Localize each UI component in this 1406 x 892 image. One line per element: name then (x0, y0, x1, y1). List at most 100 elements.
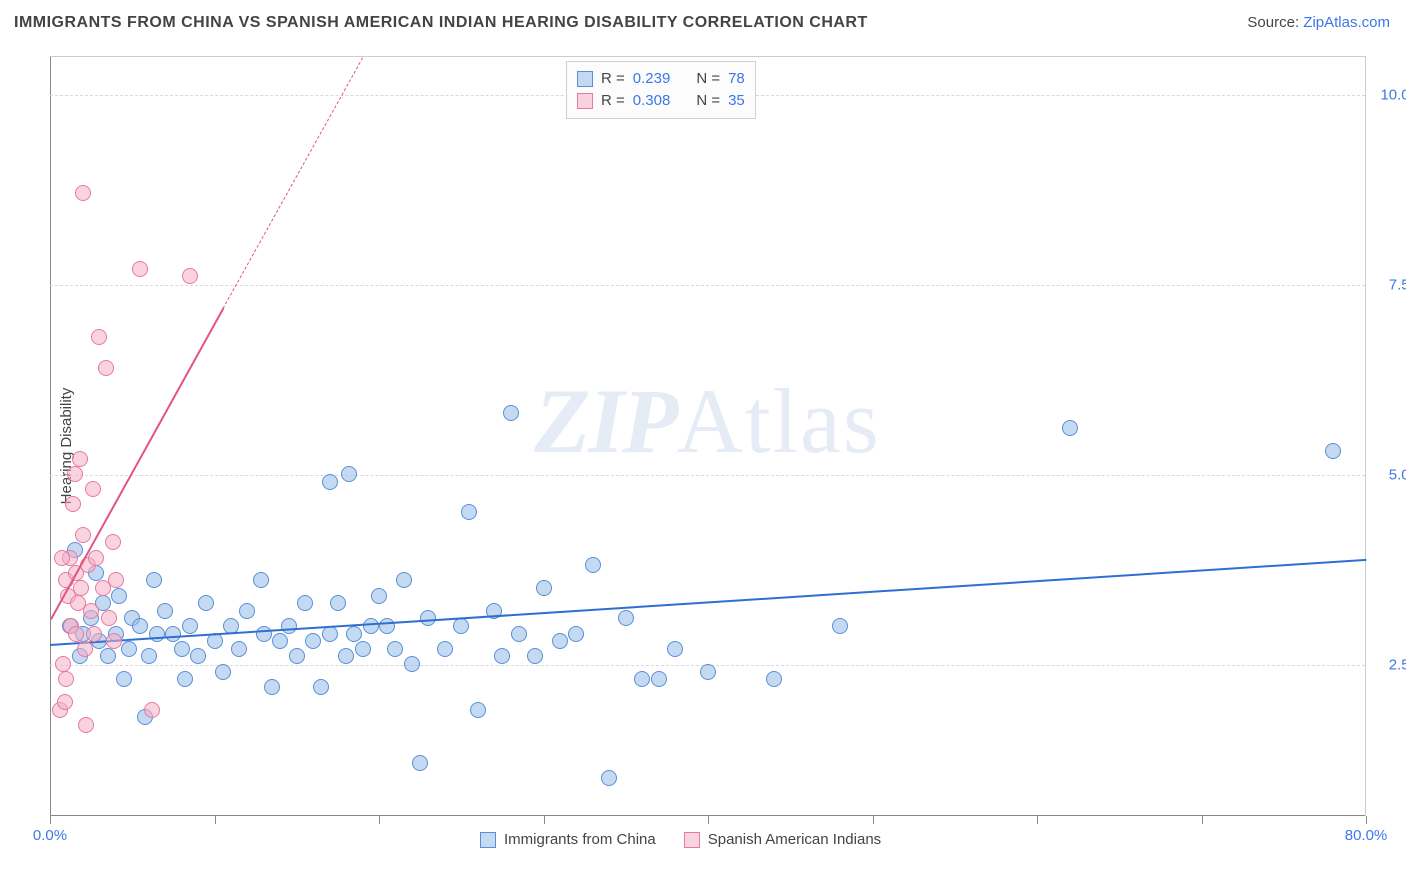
x-tick (379, 816, 380, 824)
scatter-point (470, 702, 486, 718)
scatter-point (111, 588, 127, 604)
y-tick-label: 10.0% (1371, 87, 1406, 104)
legend-swatch (684, 832, 700, 848)
scatter-point (667, 641, 683, 657)
scatter-point (494, 648, 510, 664)
series-legend-item: Spanish American Indians (684, 831, 881, 848)
scatter-point (198, 595, 214, 611)
scatter-point (256, 626, 272, 642)
x-tick (873, 816, 874, 824)
scatter-point (766, 671, 782, 687)
trend-line (50, 559, 1366, 644)
scatter-point (363, 618, 379, 634)
scatter-point (618, 610, 634, 626)
correlation-legend-row: R =0.239N =78 (577, 68, 745, 90)
scatter-point (231, 641, 247, 657)
scatter-point (55, 656, 71, 672)
scatter-point (75, 185, 91, 201)
scatter-point (379, 618, 395, 634)
scatter-point (396, 572, 412, 588)
scatter-point (568, 626, 584, 642)
scatter-point (182, 268, 198, 284)
x-tick (1037, 816, 1038, 824)
scatter-point (121, 641, 137, 657)
scatter-point (371, 588, 387, 604)
scatter-point (281, 618, 297, 634)
correlation-legend: R =0.239N =78R =0.308N =35 (566, 61, 756, 119)
scatter-point (83, 603, 99, 619)
scatter-point (239, 603, 255, 619)
legend-swatch (577, 71, 593, 87)
scatter-point (57, 694, 73, 710)
scatter-point (146, 572, 162, 588)
x-tick (1202, 816, 1203, 824)
scatter-point (98, 360, 114, 376)
scatter-point (116, 671, 132, 687)
scatter-point (289, 648, 305, 664)
scatter-point (1062, 420, 1078, 436)
scatter-point (86, 626, 102, 642)
scatter-point (305, 633, 321, 649)
series-legend: Immigrants from China Spanish American In… (480, 831, 881, 848)
source-attribution: Source: ZipAtlas.com (1247, 14, 1390, 31)
legend-swatch (480, 832, 496, 848)
scatter-point (101, 610, 117, 626)
scatter-point (297, 595, 313, 611)
scatter-point (552, 633, 568, 649)
scatter-point (157, 603, 173, 619)
source-link[interactable]: ZipAtlas.com (1303, 14, 1390, 31)
scatter-point (585, 557, 601, 573)
scatter-point (73, 580, 89, 596)
scatter-point (404, 656, 420, 672)
source-label: Source: (1247, 14, 1299, 31)
watermark: ZIPAtlas (534, 368, 880, 474)
scatter-point (700, 664, 716, 680)
gridline (50, 285, 1365, 286)
scatter-point (54, 550, 70, 566)
scatter-point (106, 633, 122, 649)
correlation-legend-row: R =0.308N =35 (577, 90, 745, 112)
scatter-point (174, 641, 190, 657)
scatter-point (100, 648, 116, 664)
scatter-point (72, 451, 88, 467)
y-tick-label: 2.5% (1371, 657, 1406, 674)
series-legend-item: Immigrants from China (480, 831, 656, 848)
scatter-point (108, 572, 124, 588)
scatter-point (182, 618, 198, 634)
series-legend-label: Immigrants from China (504, 831, 656, 848)
scatter-point (1325, 443, 1341, 459)
scatter-point (346, 626, 362, 642)
scatter-point (88, 550, 104, 566)
scatter-point (412, 755, 428, 771)
x-tick (50, 816, 51, 824)
gridline (50, 475, 1365, 476)
plot-area: ZIPAtlas 2.5%5.0%7.5%10.0%0.0%80.0%R =0.… (50, 56, 1366, 816)
scatter-point (141, 648, 157, 664)
scatter-point (511, 626, 527, 642)
scatter-point (453, 618, 469, 634)
scatter-point (322, 474, 338, 490)
scatter-point (832, 618, 848, 634)
scatter-point (651, 671, 667, 687)
scatter-point (338, 648, 354, 664)
scatter-point (437, 641, 453, 657)
scatter-point (78, 717, 94, 733)
scatter-point (461, 504, 477, 520)
scatter-point (132, 618, 148, 634)
scatter-point (215, 664, 231, 680)
scatter-point (91, 329, 107, 345)
scatter-point (313, 679, 329, 695)
scatter-point (503, 405, 519, 421)
scatter-point (105, 534, 121, 550)
scatter-point (264, 679, 280, 695)
scatter-point (253, 572, 269, 588)
scatter-point (85, 481, 101, 497)
y-axis-line (50, 57, 51, 816)
scatter-point (387, 641, 403, 657)
scatter-point (165, 626, 181, 642)
correlation-chart: IMMIGRANTS FROM CHINA VS SPANISH AMERICA… (0, 0, 1406, 892)
scatter-point (601, 770, 617, 786)
x-tick (708, 816, 709, 824)
x-tick (1366, 816, 1367, 824)
scatter-point (190, 648, 206, 664)
